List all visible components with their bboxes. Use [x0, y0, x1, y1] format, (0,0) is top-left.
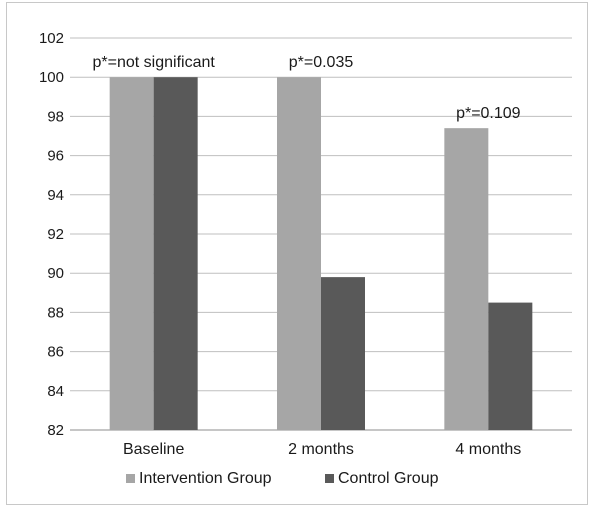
y-axis-ticks: 82 84 86 88 90 92 94 96 98 100 102	[39, 30, 64, 439]
legend-swatch-intervention	[126, 474, 135, 483]
legend-label-intervention: Intervention Group	[139, 470, 272, 487]
x-tick-label: 4 months	[455, 441, 521, 458]
y-tick-label: 92	[47, 226, 64, 243]
x-tick-label: 2 months	[288, 441, 354, 458]
p-value-annotation: p*=not significant	[93, 54, 216, 71]
y-tick-label: 98	[47, 108, 64, 125]
y-tick-label: 88	[47, 304, 64, 321]
y-tick-label: 102	[39, 30, 64, 47]
y-tick-label: 84	[47, 383, 64, 400]
y-tick-label: 94	[47, 187, 64, 204]
y-tick-label: 100	[39, 69, 64, 86]
y-tick-label: 86	[47, 344, 64, 361]
bar-control-1	[321, 277, 365, 430]
p-value-annotation: p*=0.035	[289, 54, 354, 71]
bar-intervention-0	[109, 77, 154, 430]
bar-control-2	[488, 302, 533, 430]
x-axis-ticks: Baseline 2 months 4 months	[123, 441, 521, 458]
bar-intervention-1	[277, 77, 321, 430]
bars	[109, 77, 533, 430]
y-tick-label: 96	[47, 148, 64, 165]
y-tick-label: 82	[47, 422, 64, 439]
bar-control-0	[153, 77, 198, 430]
annotations: p*=not significant p*=0.035 p*=0.109	[93, 54, 521, 122]
p-value-annotation: p*=0.109	[456, 105, 521, 122]
legend-swatch-control	[325, 474, 334, 483]
y-tick-label: 90	[47, 265, 64, 282]
x-tick-label: Baseline	[123, 441, 184, 458]
legend-label-control: Control Group	[338, 470, 439, 487]
legend: Intervention Group Control Group	[126, 470, 439, 487]
bar-intervention-2	[444, 128, 489, 430]
